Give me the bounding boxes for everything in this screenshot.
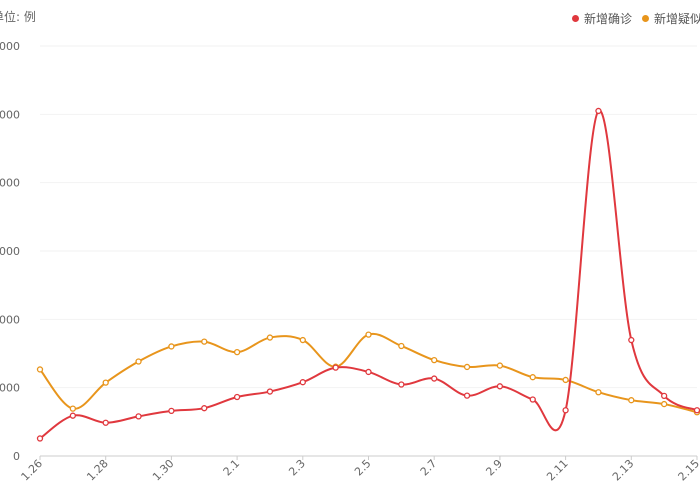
data-point-suspected[interactable] <box>135 358 142 365</box>
data-point-confirmed[interactable] <box>398 381 405 388</box>
y-tick-label: 9000 <box>0 245 20 258</box>
x-tick-label: 2.3 <box>286 457 308 479</box>
data-point-confirmed[interactable] <box>168 407 175 415</box>
data-point-suspected[interactable] <box>36 366 44 373</box>
x-tick-label: 2.15 <box>676 457 700 484</box>
data-point-suspected[interactable] <box>102 379 109 386</box>
data-point-suspected[interactable] <box>69 405 76 412</box>
data-point-suspected[interactable] <box>463 363 471 371</box>
data-point-confirmed[interactable] <box>69 412 76 419</box>
data-point-suspected[interactable] <box>201 338 208 345</box>
data-point-confirmed[interactable] <box>463 392 471 399</box>
axis-layer: 0 3000 6000 9000 12000 15000 18000 1.26 1.28 1.30… <box>0 40 700 483</box>
data-point-suspected[interactable] <box>496 362 504 369</box>
data-point-confirmed[interactable] <box>233 393 241 401</box>
x-tick-label: 1.26 <box>19 457 46 484</box>
legend-marker-suspected <box>642 15 650 22</box>
y-tick-label: 15000 <box>0 108 20 121</box>
unit-label: 单位: 例 <box>0 10 36 24</box>
data-point-confirmed[interactable] <box>431 375 438 382</box>
x-tick-label: 2.13 <box>610 457 637 484</box>
data-point-confirmed[interactable] <box>562 407 569 414</box>
data-point-confirmed[interactable] <box>529 396 536 403</box>
legend: 新增确诊 新增疑似 <box>572 10 700 27</box>
data-point-confirmed[interactable] <box>299 379 306 386</box>
y-tick-label: 3000 <box>0 382 20 395</box>
data-point-confirmed[interactable] <box>266 388 274 395</box>
data-point-suspected[interactable] <box>628 397 635 404</box>
data-point-confirmed[interactable] <box>135 413 142 420</box>
y-tick-label: 6000 <box>0 313 20 326</box>
data-point-confirmed[interactable] <box>365 368 372 376</box>
legend-item-suspected[interactable]: 新增疑似 <box>642 10 700 27</box>
series-layer <box>36 107 700 442</box>
data-point-suspected[interactable] <box>562 376 569 384</box>
data-point-suspected[interactable] <box>595 389 602 396</box>
data-point-confirmed[interactable] <box>496 383 504 390</box>
x-tick-label: 2.1 <box>221 457 243 479</box>
x-tick-label: 2.9 <box>483 457 505 479</box>
y-tick-label: 12000 <box>0 177 20 190</box>
data-point-suspected[interactable] <box>431 356 438 364</box>
data-point-confirmed[interactable] <box>595 107 602 115</box>
x-tick-label: 2.11 <box>544 457 571 484</box>
data-point-confirmed[interactable] <box>661 392 668 400</box>
data-point-suspected[interactable] <box>299 336 306 344</box>
data-point-confirmed[interactable] <box>201 405 208 412</box>
x-tick-label: 1.28 <box>84 457 111 484</box>
data-point-suspected[interactable] <box>398 342 405 350</box>
legend-marker-confirmed <box>572 15 579 22</box>
data-point-confirmed[interactable] <box>628 336 635 344</box>
data-point-confirmed[interactable] <box>36 435 44 442</box>
legend-label-suspected: 新增疑似 <box>654 12 700 26</box>
data-point-suspected[interactable] <box>365 331 372 338</box>
legend-label-confirmed: 新增确诊 <box>584 12 633 26</box>
data-point-suspected[interactable] <box>529 374 536 381</box>
x-tick-label: 2.7 <box>418 457 440 479</box>
data-point-suspected[interactable] <box>661 400 668 408</box>
x-tick-label: 1.30 <box>150 457 177 484</box>
data-point-confirmed[interactable] <box>332 364 339 371</box>
y-tick-label: 0 <box>13 450 20 463</box>
data-point-suspected[interactable] <box>233 348 241 356</box>
legend-item-confirmed[interactable]: 新增确诊 <box>572 10 632 27</box>
data-point-confirmed[interactable] <box>693 407 700 414</box>
data-point-suspected[interactable] <box>168 343 175 350</box>
x-tick-label: 2.5 <box>352 457 374 479</box>
data-point-confirmed[interactable] <box>102 419 109 426</box>
y-tick-label: 18000 <box>0 40 20 53</box>
data-point-suspected[interactable] <box>266 334 274 341</box>
